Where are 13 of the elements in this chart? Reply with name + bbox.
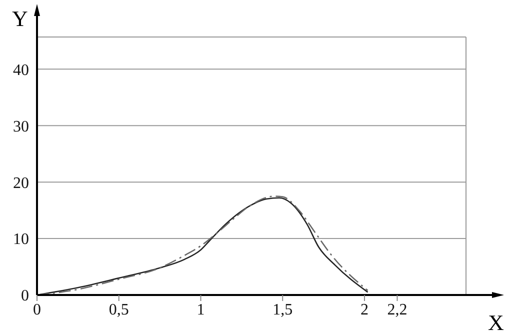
x-tick-label: 1 — [196, 301, 205, 318]
y-tick-label: 30 — [13, 118, 29, 136]
y-tick-label: 0 — [21, 288, 29, 305]
x-tick-label: 0 — [33, 301, 41, 318]
x-axis-title: X — [488, 310, 504, 334]
x-tick-label: 2 — [360, 301, 368, 318]
x-tick-label: 2,2 — [387, 301, 408, 318]
x-tick-label: 1,5 — [272, 301, 293, 318]
y-tick-label: 40 — [13, 62, 29, 79]
x-tick-label: 0,5 — [108, 301, 129, 318]
y-tick-label: 10 — [13, 231, 29, 248]
y-tick-label: 20 — [13, 174, 29, 192]
y-axis-title: Y — [12, 6, 28, 31]
